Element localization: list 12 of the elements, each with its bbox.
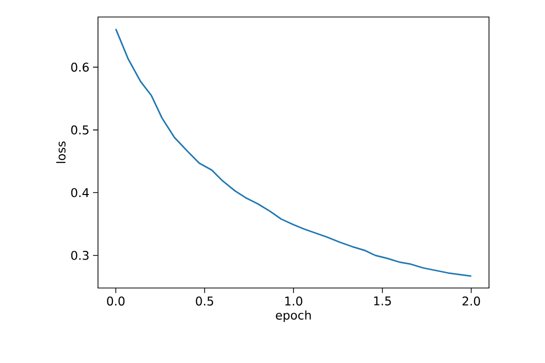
y-tick-label: 0.6 xyxy=(71,62,89,72)
x-tick-label: 2.0 xyxy=(462,296,480,306)
x-tick-label: 0.5 xyxy=(196,296,214,306)
x-tick-label: 1.5 xyxy=(374,296,391,306)
y-tick-label: 0.4 xyxy=(71,188,89,198)
x-tick-label: 0.0 xyxy=(107,296,125,306)
x-axis-title: epoch xyxy=(276,310,311,322)
y-tick-label: 0.5 xyxy=(71,125,88,134)
line-series xyxy=(115,28,472,277)
y-axis-title: loss xyxy=(56,141,66,163)
x-tick-label: 1.0 xyxy=(285,296,302,306)
y-tick-label: 0.3 xyxy=(71,250,89,260)
